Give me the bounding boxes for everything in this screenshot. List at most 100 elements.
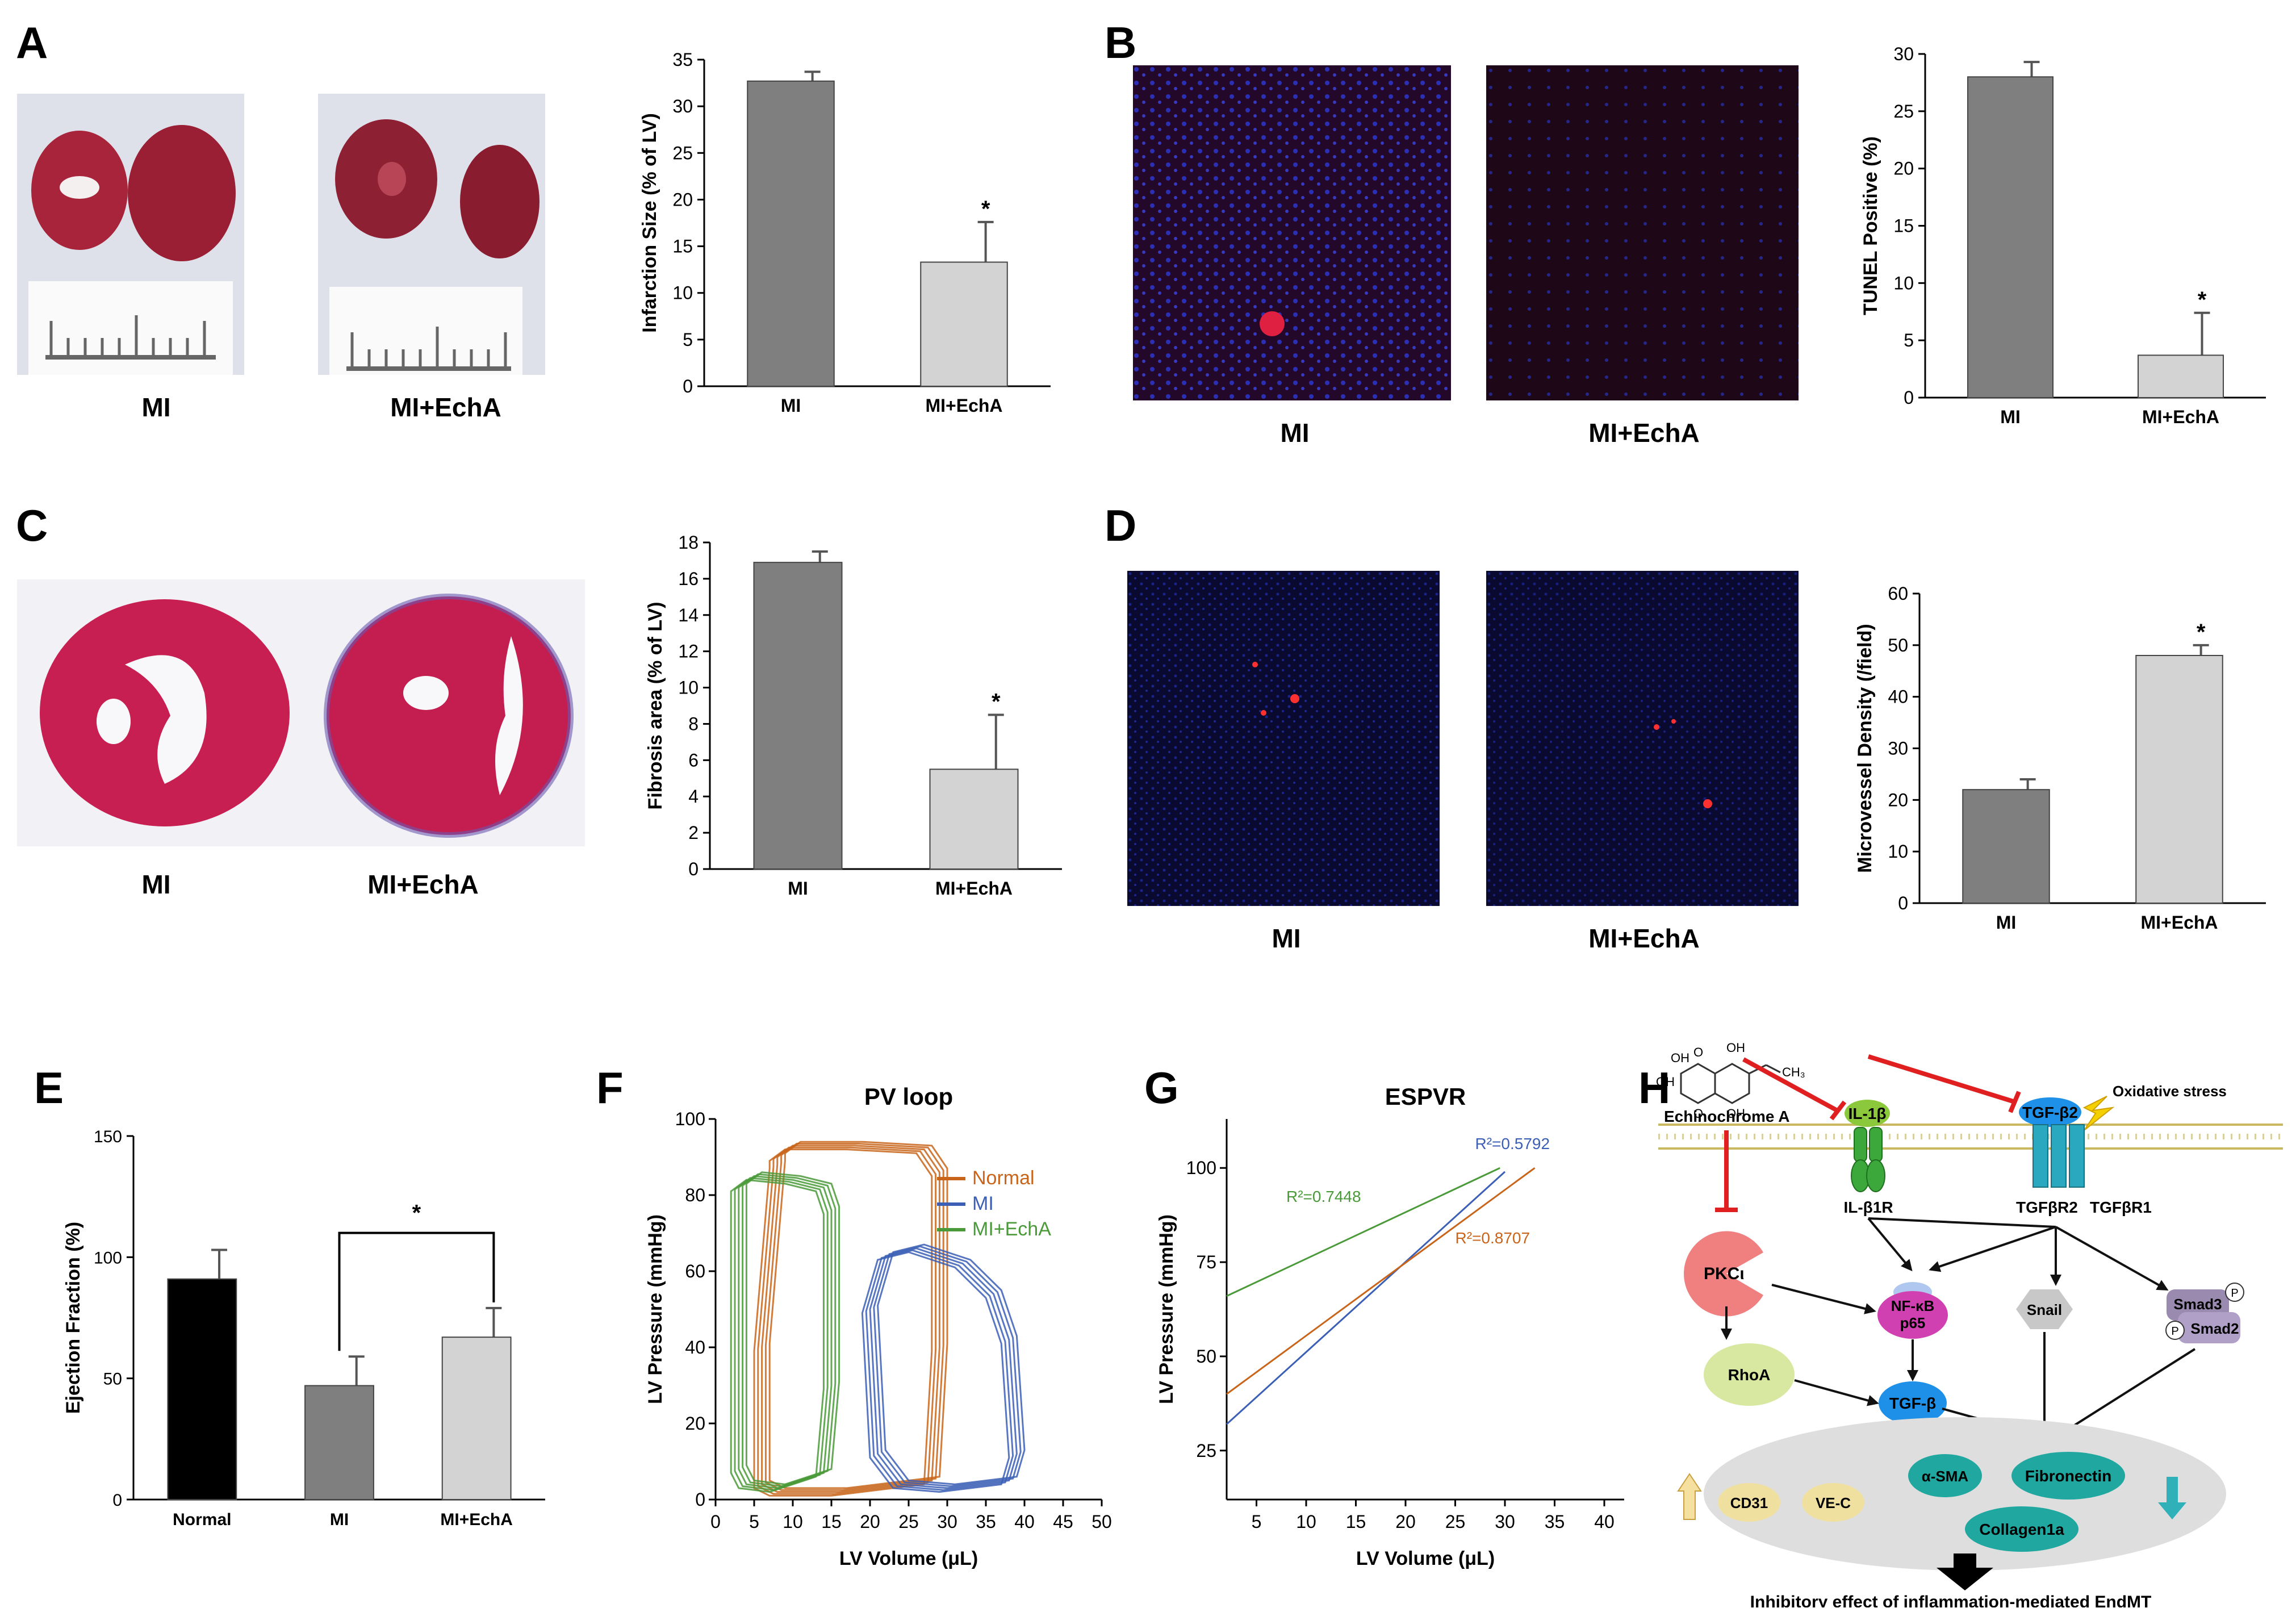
caption-b-mi-echa: MI+EchA — [1588, 418, 1700, 448]
phospho-label-2: P — [2171, 1325, 2178, 1338]
y-axis-label: TUNEL Positive (%) — [1860, 136, 1881, 315]
espvr-chart: ESPVR 5 10 15 20 25 30 35 40 25 50 75 100 LV Volume (… — [1156, 1083, 1624, 1569]
pv-loop-normal — [768, 1141, 948, 1489]
caption-d-mi-echa: MI+EchA — [1588, 924, 1700, 953]
significance-star: * — [992, 689, 1001, 714]
panel-label-g: G — [1144, 1063, 1179, 1113]
significance-star: * — [981, 197, 990, 222]
chart-title: PV loop — [864, 1083, 953, 1110]
y-tick-label: 0 — [1904, 387, 1914, 408]
y-tick-label: 0 — [1898, 893, 1908, 913]
y-axis-label: Ejection Fraction (%) — [62, 1222, 84, 1414]
y-tick-label: 0 — [695, 1489, 705, 1510]
lightning-icon — [2082, 1096, 2115, 1131]
tunel-positive-chart: 0 5 10 15 20 25 30 TUNEL Positive (%) MI MI+EchA * — [1860, 44, 2266, 427]
oh-label-1: OH — [1671, 1051, 1689, 1065]
x-tick-label: MI — [330, 1510, 349, 1529]
oh-label-4: OH — [1726, 1106, 1745, 1121]
merge-line — [1868, 1217, 2056, 1228]
x-tick-label: 0 — [710, 1511, 721, 1532]
x-tick-label: 5 — [749, 1511, 759, 1532]
il1b-ligand — [1845, 1100, 1890, 1127]
y-tick-label: 10 — [1893, 273, 1914, 293]
x-tick-label: 15 — [821, 1511, 842, 1532]
y-tick-label: 60 — [1888, 583, 1908, 604]
x-tick-label: 20 — [860, 1511, 880, 1532]
bar-mi-echa — [2135, 655, 2223, 904]
tgfb-node — [1879, 1381, 1947, 1425]
il1r-receptor — [1851, 1127, 1885, 1192]
r2-label-normal: R²=0.8707 — [1456, 1229, 1530, 1247]
pv-loop-mi — [865, 1249, 1014, 1491]
y-tick-label: 5 — [683, 329, 693, 350]
panel-label-f: F — [596, 1063, 624, 1113]
x-tick-label: MI+EchA — [925, 395, 1002, 416]
il1r-label: IL-β1R — [1843, 1198, 1893, 1216]
y-tick-label: 2 — [688, 822, 699, 843]
y-tick-label: 50 — [103, 1370, 122, 1389]
bar-mi — [304, 1385, 374, 1501]
o-label-1: O — [1693, 1045, 1703, 1059]
phospho-icon-2 — [2165, 1321, 2185, 1340]
y-tick-label: 75 — [1196, 1252, 1216, 1272]
x-tick-label: MI+EchA — [2140, 912, 2218, 933]
y-tick-label: 0 — [112, 1491, 122, 1510]
y-tick-label: 10 — [678, 678, 699, 698]
heart-photo-mi-echa — [318, 94, 545, 375]
significance-bracket — [338, 1231, 495, 1351]
y-tick-label: 80 — [685, 1185, 705, 1205]
bar-mi — [747, 80, 835, 387]
cell-membrane — [1658, 1124, 2283, 1150]
significance-star: * — [412, 1201, 421, 1226]
fibronectin-node — [2011, 1452, 2125, 1500]
x-tick-label: MI — [788, 878, 808, 899]
y-tick-label: 25 — [1893, 101, 1914, 122]
panel-label-d: D — [1105, 500, 1137, 550]
y-tick-label: 20 — [685, 1413, 705, 1434]
y-tick-label: 12 — [678, 641, 699, 662]
pv-loop-mi-echa — [730, 1179, 825, 1493]
bar-mi-echa — [2138, 354, 2224, 399]
pkci-label: PKCι — [1704, 1264, 1745, 1283]
smad3-label: Smad3 — [2173, 1296, 2222, 1313]
phospho-label-1: P — [2231, 1287, 2238, 1300]
legend-label: Normal — [972, 1167, 1035, 1189]
x-tick-label: 5 — [1252, 1511, 1262, 1532]
x-tick-label: MI — [781, 395, 801, 416]
o-label-2: O — [1693, 1106, 1703, 1121]
y-tick-label: 25 — [672, 143, 693, 163]
y-tick-label: 100 — [675, 1109, 705, 1129]
up-arrow-icon — [1677, 1473, 1702, 1520]
x-tick-label: 50 — [1091, 1511, 1112, 1532]
fibronectin-label: Fibronectin — [2025, 1467, 2111, 1485]
snail-node — [2016, 1289, 2073, 1329]
tunel-image-mi — [1133, 65, 1451, 400]
x-tick-label: 10 — [1296, 1511, 1316, 1532]
cd31-node — [1718, 1483, 1780, 1522]
y-tick-label: 5 — [1904, 330, 1914, 350]
bar-mi-echa — [920, 261, 1008, 387]
x-tick-label: MI — [2000, 407, 2021, 427]
espvr-line-mi — [1226, 1171, 1506, 1425]
smad2-label: Smad2 — [2190, 1320, 2239, 1337]
chart-title: ESPVR — [1385, 1083, 1466, 1110]
y-tick-label: 20 — [1888, 790, 1908, 810]
pathway-footer: Inhibitory effect of inflammation-mediat… — [1750, 1593, 2152, 1607]
y-tick-label: 60 — [685, 1261, 705, 1281]
infarction-size-chart: 0 5 10 15 20 25 30 35 Infarction Size (% of LV) M… — [639, 49, 1051, 416]
vec-node — [1802, 1483, 1864, 1522]
tgfbr2-label: TGFβR2 — [2016, 1198, 2078, 1216]
x-tick-label: MI+EchA — [935, 878, 1013, 899]
pv-loop-mi-echa — [745, 1171, 840, 1485]
snail-label: Snail — [2027, 1301, 2062, 1318]
panel-label-b: B — [1105, 18, 1137, 68]
heart-photo-mi — [17, 94, 244, 375]
x-tick-label: 15 — [1346, 1511, 1366, 1532]
compound-label: Echinochrome A — [1664, 1108, 1789, 1125]
x-tick-label: 25 — [1445, 1511, 1466, 1532]
y-tick-label: 50 — [1888, 635, 1908, 655]
espvr-line-normal — [1226, 1167, 1536, 1395]
y-tick-label: 4 — [688, 786, 699, 807]
il1b-label: IL-1β — [1848, 1105, 1887, 1122]
pv-loop-normal — [757, 1146, 937, 1495]
